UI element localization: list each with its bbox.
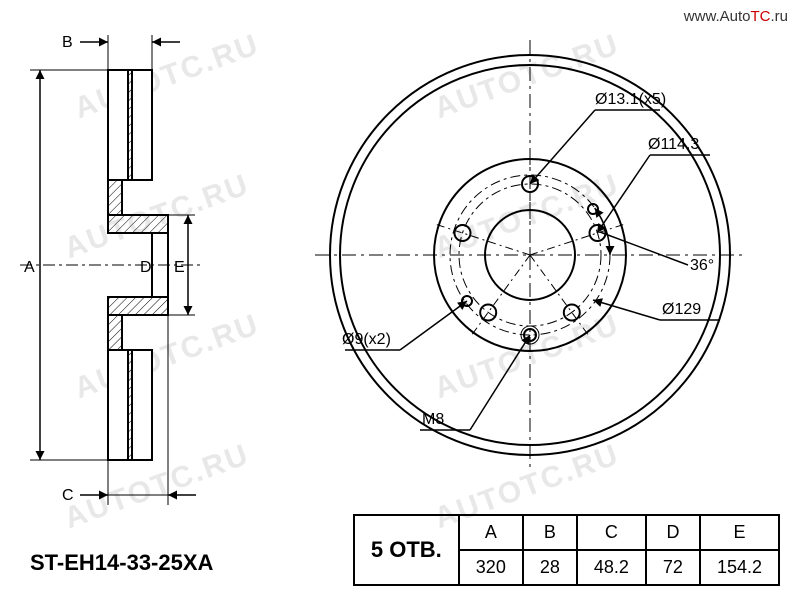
dim-a-label: A <box>24 259 35 276</box>
url-suffix: .ru <box>770 8 788 25</box>
dim-b-label: B <box>62 34 73 51</box>
th-b: B <box>523 515 577 550</box>
url-auto: Auto <box>720 8 751 25</box>
ann-d9: Ø9(x2) <box>342 331 391 348</box>
tv-e: 154.2 <box>700 550 779 585</box>
url-prefix: www. <box>684 8 720 25</box>
ann-d13: Ø13.1(x5) <box>595 91 666 108</box>
tv-c: 48.2 <box>577 550 646 585</box>
ann-36: 36° <box>690 257 714 274</box>
ann-d114: Ø114.3 <box>648 136 699 153</box>
th-d: D <box>646 515 700 550</box>
source-url: www.AutoTC.ru <box>684 8 788 25</box>
dim-e-label: E <box>174 259 185 276</box>
dim-d-label: D <box>140 259 152 276</box>
th-c: C <box>577 515 646 550</box>
side-view: A B C D E <box>20 34 200 505</box>
tv-d: 72 <box>646 550 700 585</box>
front-view: Ø13.1(x5) Ø114.3 36° Ø129 Ø9(x2) M8 <box>315 40 745 470</box>
dimension-table: 5 ОТВ. A B C D E 320 28 48.2 72 154.2 <box>353 514 780 586</box>
tv-a: 320 <box>459 550 523 585</box>
tv-b: 28 <box>523 550 577 585</box>
part-number: ST-EH14-33-25XA <box>30 550 213 576</box>
diagram-container: www.AutoTC.ru <box>0 0 800 600</box>
th-a: A <box>459 515 523 550</box>
holes-label: 5 ОТВ. <box>354 515 459 585</box>
ann-d129: Ø129 <box>662 301 701 318</box>
th-e: E <box>700 515 779 550</box>
technical-drawing: A B C D E <box>0 0 800 600</box>
ann-m8: M8 <box>422 411 444 428</box>
dim-c-label: C <box>62 487 74 504</box>
url-tc: TC <box>750 8 770 25</box>
